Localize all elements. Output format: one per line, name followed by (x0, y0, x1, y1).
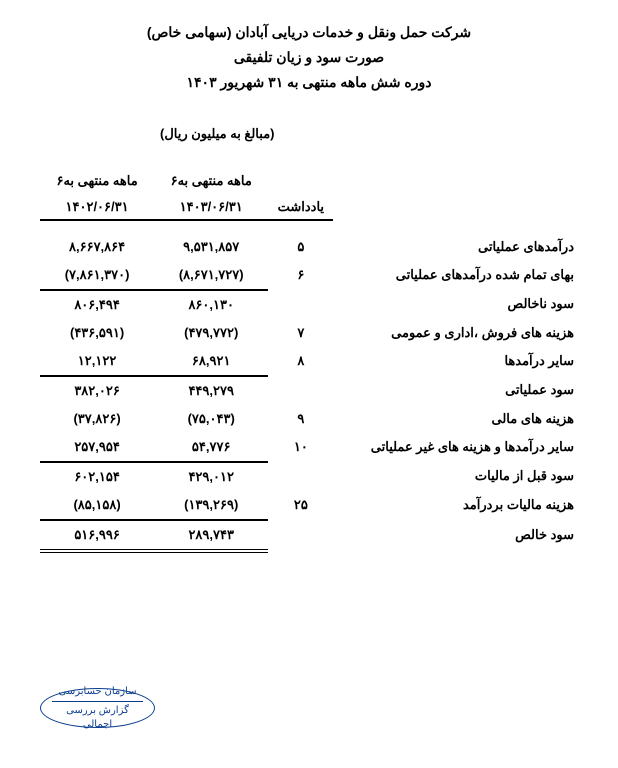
audit-stamp: سازمان حسابرسی گزارش بررسی اجمالی (40, 688, 155, 728)
row-v1: (۸,۶۷۱,۷۲۷) (154, 261, 268, 290)
row-label: هزینه مالیات بردرآمد (333, 491, 578, 520)
row-label: هزینه های فروش ،اداری و عمومی (333, 319, 578, 347)
table-row: سود عملیاتی ۴۴۹,۲۷۹ ۳۸۲,۰۲۶ (40, 376, 578, 405)
income-statement-table: ۶ماهه منتهی به ۶ماهه منتهی به یادداشت ۱۴… (40, 167, 578, 553)
row-label: سود خالص (333, 520, 578, 551)
row-v2: (۳۷,۸۲۶) (40, 405, 154, 433)
row-note: ۸ (268, 347, 333, 376)
table-row: بهای تمام شده درآمدهای عملیاتی ۶ (۸,۶۷۱,… (40, 261, 578, 290)
stamp-line1: سازمان حسابرسی (59, 685, 137, 699)
row-v2: (۸۵,۱۵۸) (40, 491, 154, 520)
row-label: سود عملیاتی (333, 376, 578, 405)
row-label: درآمدهای عملیاتی (333, 233, 578, 261)
row-note (268, 376, 333, 405)
table-row: سایر درآمدها و هزینه های غیر عملیاتی ۱۰ … (40, 433, 578, 462)
stamp-line2: گزارش بررسی اجمالی (52, 701, 142, 732)
table-row: سایر درآمدها ۸ ۶۸,۹۲۱ ۱۲,۱۲۲ (40, 347, 578, 376)
row-v1: ۸۶۰,۱۳۰ (154, 290, 268, 319)
row-v2: (۴۳۶,۵۹۱) (40, 319, 154, 347)
table-row: درآمدهای عملیاتی ۵ ۹,۵۳۱,۸۵۷ ۸,۶۶۷,۸۶۴ (40, 233, 578, 261)
table-row: سود ناخالص ۸۶۰,۱۳۰ ۸۰۶,۴۹۴ (40, 290, 578, 319)
col-period1-line1: ۶ماهه منتهی به (154, 167, 268, 193)
row-v1: (۴۷۹,۷۷۲) (154, 319, 268, 347)
col-period1-line2: ۱۴۰۳/۰۶/۳۱ (154, 193, 268, 220)
row-v2: (۷,۸۶۱,۳۷۰) (40, 261, 154, 290)
table-row: هزینه مالیات بردرآمد ۲۵ (۱۳۹,۲۶۹) (۸۵,۱۵… (40, 491, 578, 520)
row-note (268, 520, 333, 551)
row-v2: ۳۸۲,۰۲۶ (40, 376, 154, 405)
col-period2-line2: ۱۴۰۲/۰۶/۳۱ (40, 193, 154, 220)
row-note: ۶ (268, 261, 333, 290)
col-period2-line1: ۶ماهه منتهی به (40, 167, 154, 193)
row-v2: ۶۰۲,۱۵۴ (40, 462, 154, 491)
row-v1: ۶۸,۹۲۱ (154, 347, 268, 376)
row-note (268, 290, 333, 319)
company-name: شرکت حمل ونقل و خدمات دریایی آبادان (سها… (40, 20, 578, 45)
row-label: سایر درآمدها و هزینه های غیر عملیاتی (333, 433, 578, 462)
row-v2: ۵۱۶,۹۹۶ (40, 520, 154, 551)
row-v1: ۵۴,۷۷۶ (154, 433, 268, 462)
row-note: ۵ (268, 233, 333, 261)
row-note: ۱۰ (268, 433, 333, 462)
row-v1: ۹,۵۳۱,۸۵۷ (154, 233, 268, 261)
row-v1: ۲۸۹,۷۴۳ (154, 520, 268, 551)
row-v2: ۲۵۷,۹۵۴ (40, 433, 154, 462)
row-note: ۲۵ (268, 491, 333, 520)
table-row: هزینه های فروش ،اداری و عمومی ۷ (۴۷۹,۷۷۲… (40, 319, 578, 347)
table-row: سود قبل از مالیات ۴۲۹,۰۱۲ ۶۰۲,۱۵۴ (40, 462, 578, 491)
row-v1: ۴۴۹,۲۷۹ (154, 376, 268, 405)
row-label: سود قبل از مالیات (333, 462, 578, 491)
row-note: ۷ (268, 319, 333, 347)
table-header-row-1: ۶ماهه منتهی به ۶ماهه منتهی به (40, 167, 578, 193)
row-v1: (۷۵,۰۴۳) (154, 405, 268, 433)
row-v2: ۱۲,۱۲۲ (40, 347, 154, 376)
col-note-header: یادداشت (268, 193, 333, 220)
row-v1: ۴۲۹,۰۱۲ (154, 462, 268, 491)
row-label: سایر درآمدها (333, 347, 578, 376)
row-note: ۹ (268, 405, 333, 433)
row-label: سود ناخالص (333, 290, 578, 319)
table-row: سود خالص ۲۸۹,۷۴۳ ۵۱۶,۹۹۶ (40, 520, 578, 551)
table-header-row-2: یادداشت ۱۴۰۳/۰۶/۳۱ ۱۴۰۲/۰۶/۳۱ (40, 193, 578, 220)
row-label: هزینه های مالی (333, 405, 578, 433)
period-text: دوره شش ماهه منتهی به ۳۱ شهریور ۱۴۰۳ (40, 70, 578, 95)
table-row: هزینه های مالی ۹ (۷۵,۰۴۳) (۳۷,۸۲۶) (40, 405, 578, 433)
document-header: شرکت حمل ونقل و خدمات دریایی آبادان (سها… (40, 20, 578, 96)
row-v2: ۸۰۶,۴۹۴ (40, 290, 154, 319)
unit-note: (مبالغ به میلیون ریال) (40, 126, 578, 142)
row-note (268, 462, 333, 491)
row-label: بهای تمام شده درآمدهای عملیاتی (333, 261, 578, 290)
row-v1: (۱۳۹,۲۶۹) (154, 491, 268, 520)
row-v2: ۸,۶۶۷,۸۶۴ (40, 233, 154, 261)
statement-title: صورت سود و زیان تلفیقی (40, 45, 578, 70)
